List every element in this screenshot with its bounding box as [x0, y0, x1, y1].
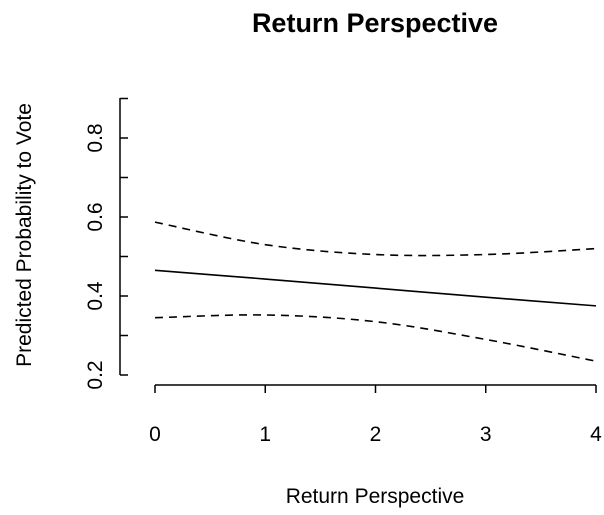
chart-title: Return Perspective [252, 8, 498, 38]
x-axis-label: Return Perspective [286, 485, 465, 508]
series-line-estimate [154, 269, 597, 307]
series-line-upper-bound [154, 221, 597, 257]
x-tick-label: 2 [370, 423, 382, 446]
x-tick-label: 0 [149, 423, 161, 446]
series-line-lower-bound [154, 314, 597, 362]
y-axis-label: Predicted Probability to Vote [13, 103, 36, 367]
y-tick-label: 0.6 [84, 202, 107, 231]
y-tick-label: 0.8 [84, 123, 107, 152]
x-tick-label: 4 [590, 423, 602, 446]
plot-area [154, 221, 597, 362]
y-tick-label: 0.4 [84, 281, 107, 311]
y-tick-label: 0.2 [84, 360, 107, 389]
y-axis-ticks: 0.2 0.4 0.6 0.8 [84, 97, 128, 390]
x-tick-label: 3 [480, 423, 492, 446]
x-tick-label: 1 [259, 423, 271, 446]
x-axis-ticks: 0 1 2 3 4 [149, 385, 602, 446]
